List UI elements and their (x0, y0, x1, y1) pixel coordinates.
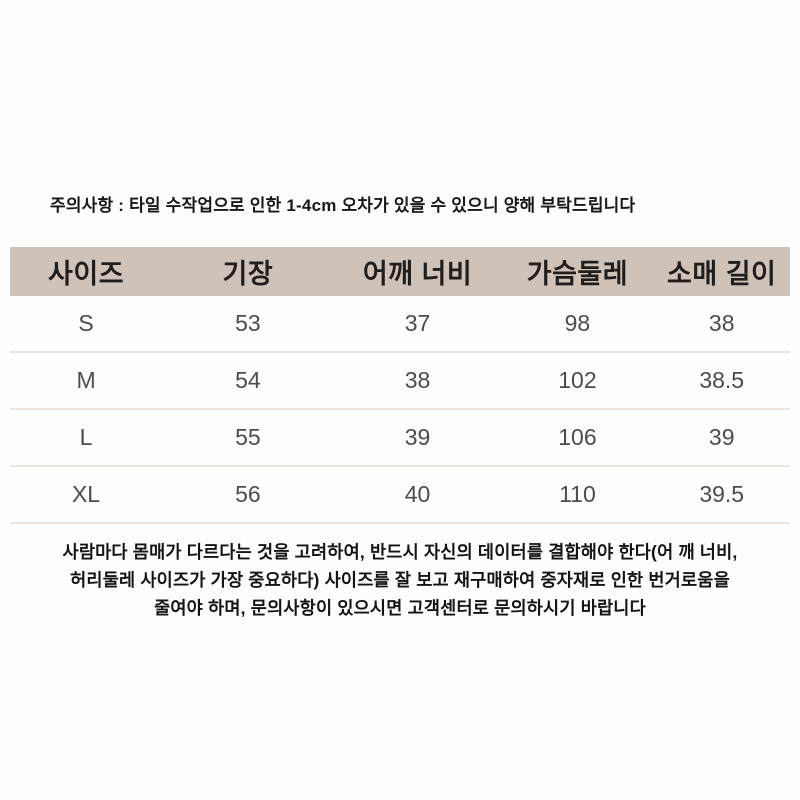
size-table-header-row: 사이즈 기장 어깨 너비 가슴둘레 소매 길이 (10, 247, 790, 296)
cell-sleeve: 38 (708, 310, 735, 336)
footnote-line: 사람마다 몸매가 다르다는 것을 고려하여, 반드시 자신의 데이터를 결합해야… (62, 542, 738, 562)
cell-size: XL (71, 481, 101, 507)
cell-chest: 106 (558, 424, 597, 450)
cell-size: L (79, 424, 93, 450)
cell-sleeve: 39.5 (699, 481, 745, 507)
header-size: 사이즈 (48, 259, 125, 289)
header-chest: 가슴둘레 (526, 259, 629, 289)
cell-length: 56 (235, 481, 261, 507)
footnote-paragraph: 사람마다 몸매가 다르다는 것을 고려하여, 반드시 자신의 데이터를 결합해야… (0, 538, 800, 622)
cell-size: M (76, 367, 96, 393)
table-row-xl: XL 56 40 110 39.5 (10, 467, 790, 524)
table-row-m: M 54 38 102 38.5 (10, 353, 790, 410)
cell-shoulder: 38 (404, 367, 431, 393)
cell-shoulder: 37 (404, 310, 431, 336)
cell-shoulder: 39 (404, 424, 431, 450)
cell-length: 53 (235, 310, 261, 336)
cell-length: 54 (235, 367, 261, 393)
cell-shoulder: 40 (404, 481, 431, 507)
cell-chest: 110 (559, 481, 596, 507)
notice-text: 주의사항 : 타일 수작업으로 인한 1-4cm 오차가 있을 수 있으니 양해… (50, 196, 636, 215)
cell-length: 55 (235, 424, 261, 450)
table-row-l: L 55 39 106 39 (10, 410, 790, 467)
cell-chest: 102 (558, 367, 597, 393)
size-table: 사이즈 기장 어깨 너비 가슴둘레 소매 길이 S 53 37 98 38 M … (10, 247, 790, 524)
footnote-line: 줄여야 하며, 문의사항이 있으시면 고객센터로 문의하시기 바랍니다 (154, 598, 646, 618)
cell-chest: 98 (564, 310, 591, 336)
header-shoulder: 어깨 너비 (362, 259, 473, 289)
cell-sleeve: 39 (708, 424, 735, 450)
cell-size: S (78, 310, 94, 336)
table-row-s: S 53 37 98 38 (10, 296, 790, 353)
header-sleeve: 소매 길이 (667, 259, 777, 289)
cell-sleeve: 38.5 (699, 367, 745, 393)
header-length: 기장 (222, 259, 274, 289)
footnote-line: 허리둘레 사이즈가 가장 중요하다) 사이즈를 잘 보고 재구매하여 중자재로 … (70, 570, 730, 590)
